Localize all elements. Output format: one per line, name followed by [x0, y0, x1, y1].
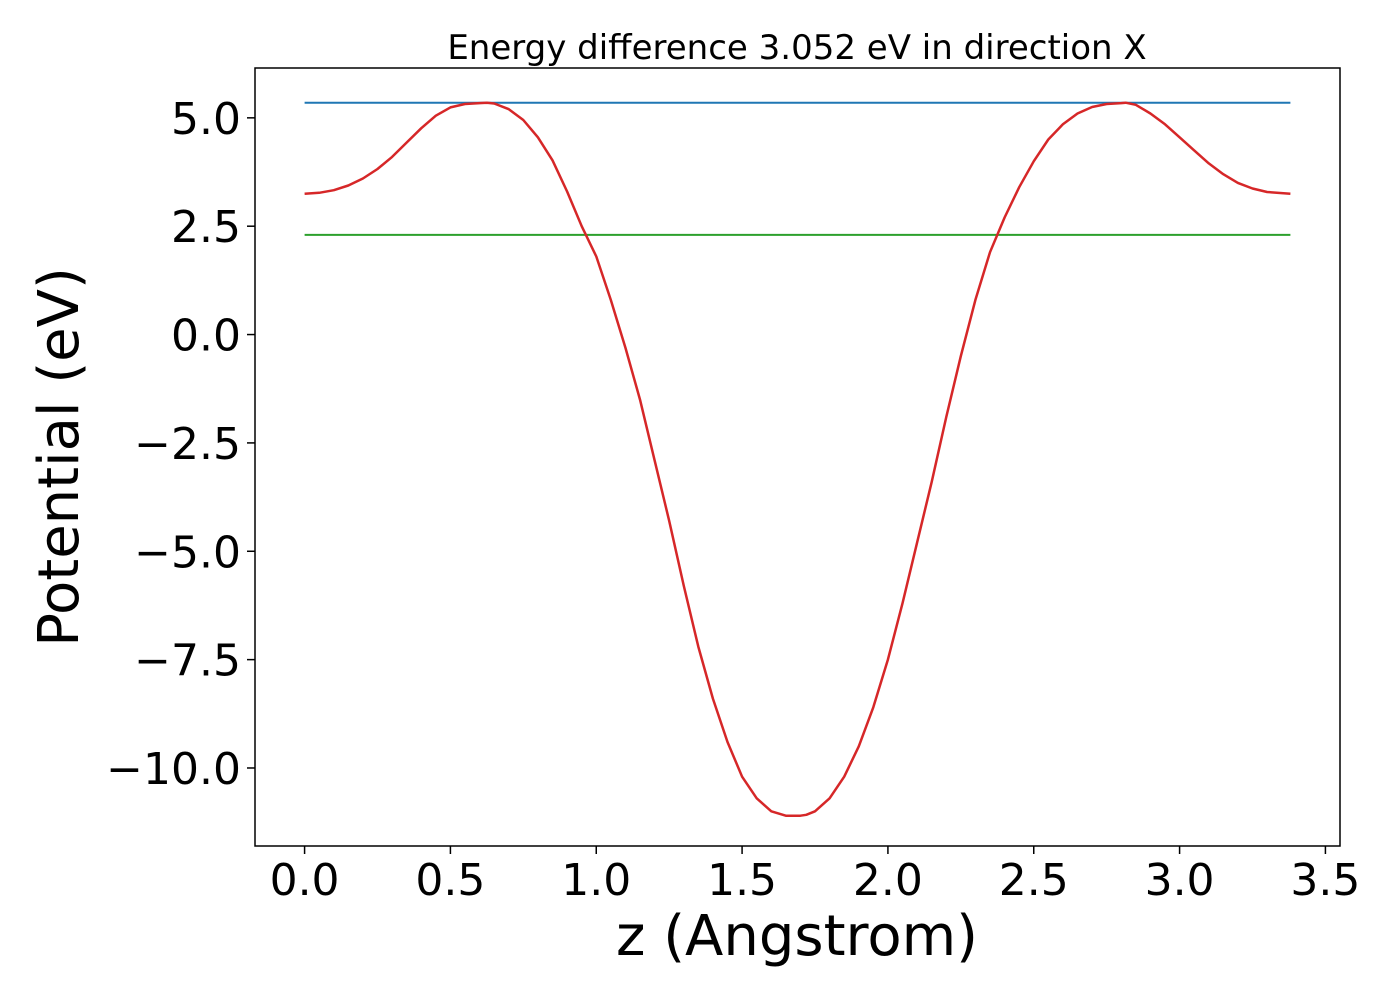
x-tick-label: 1.0: [561, 855, 631, 906]
plot-area: [304, 101, 1291, 817]
y-axis: 5.0 2.5 0.0 −2.5 −5.0 −7.5 −10.0: [106, 94, 255, 795]
x-tick-label: 3.0: [1145, 855, 1215, 906]
y-tick-label: 2.5: [171, 202, 241, 253]
axes-frame: [254, 67, 1341, 847]
y-tick-label: −10.0: [106, 744, 241, 795]
x-tick-label: 3.5: [1290, 855, 1360, 906]
series-line-3: [304, 101, 1291, 817]
x-tick-label: 0.5: [415, 855, 485, 906]
y-tick-label: 5.0: [171, 94, 241, 145]
y-tick-label: −5.0: [134, 527, 241, 578]
x-tick-label: 1.5: [707, 855, 777, 906]
y-tick-label: −7.5: [134, 636, 241, 687]
x-tick-label: 0.0: [270, 855, 340, 906]
y-tick-label: 0.0: [171, 311, 241, 362]
y-axis-label: Potential (eV): [27, 267, 92, 647]
y-tick-label: −2.5: [134, 419, 241, 470]
x-axis: 0.0 0.5 1.0 1.5 2.0 2.5 3.0 3.5: [270, 846, 1360, 906]
x-tick-label: 2.5: [999, 855, 1069, 906]
x-tick-label: 2.0: [853, 855, 923, 906]
chart-title: Energy difference 3.052 eV in direction …: [447, 28, 1146, 68]
x-axis-label: z (Angstrom): [616, 904, 978, 969]
